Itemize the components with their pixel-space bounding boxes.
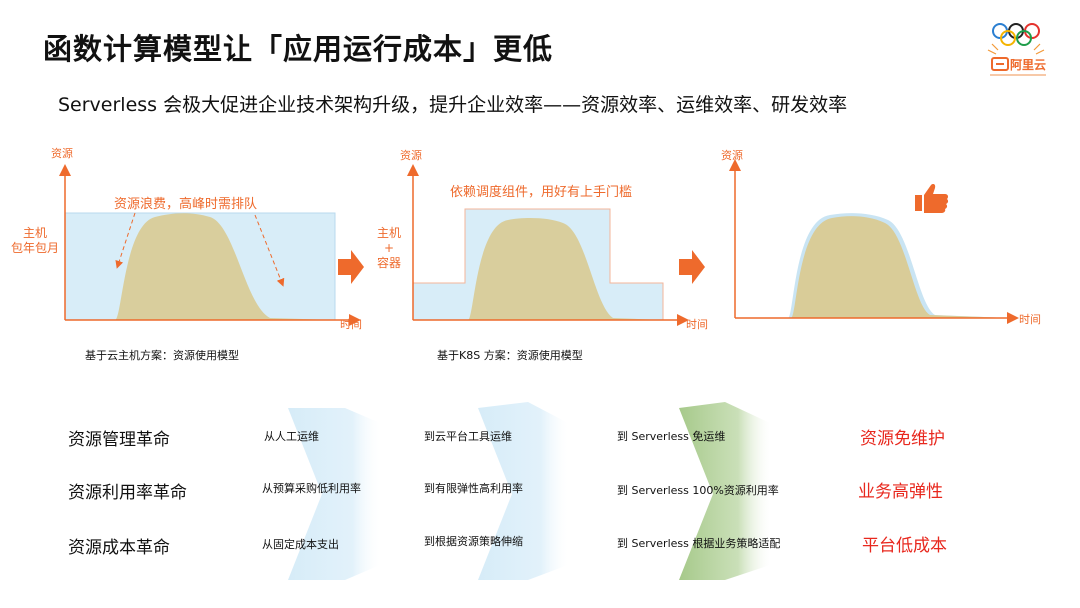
page-subtitle: Serverless 会极大促进企业技术架构升级，提升企业效率——资源效率、运维… — [58, 94, 848, 116]
revolution-label-utilization: 资源利用率革命 — [68, 483, 187, 503]
panel2-caption: 基于K8S 方案：资源使用模型 — [437, 349, 583, 362]
thumbs-up-icon — [915, 184, 949, 213]
revolution-step-3-3: 到 Serverless 根据业务策略适配 — [617, 537, 781, 550]
revolution-step-1-2: 到云平台工具运维 — [424, 430, 512, 443]
panel1-xlabel: 时间 — [340, 318, 362, 331]
panel2-usage-curve — [413, 218, 663, 320]
revolution-label-cost: 资源成本革命 — [68, 538, 170, 558]
olympic-rings-icon: 阿里云 — [987, 23, 1046, 76]
panel1-side-label: 主机 包年包月 — [4, 226, 66, 256]
revolution-result-1: 资源免维护 — [860, 429, 945, 449]
panel1-annotation-arrow-left — [115, 212, 136, 269]
panel1-side-label-text: 主机 包年包月 — [10, 226, 59, 255]
panel3-usage-curve — [738, 216, 1010, 318]
aliyun-logo: 阿里云 — [982, 18, 1060, 82]
panel3-xlabel: 时间 — [1019, 313, 1041, 326]
panel3-ylabel: 资源 — [721, 149, 743, 162]
revolution-label-management: 资源管理革命 — [68, 430, 170, 450]
revolution-step-3-2: 到根据资源策略伸缩 — [424, 535, 523, 548]
next-arrow-icon — [338, 250, 364, 284]
logo-text: 阿里云 — [1010, 57, 1046, 72]
panel2-side-label-text: 主机 + 容器 — [376, 226, 401, 270]
revolution-result-2: 业务高弹性 — [858, 482, 943, 502]
band-arrow-3 — [679, 402, 770, 580]
panel1-annotation: 资源浪费，高峰时需排队 — [114, 197, 258, 212]
panel1-chart — [59, 164, 361, 326]
panel2-chart — [407, 164, 689, 326]
panel1-annotation-arrow-right — [254, 214, 285, 287]
revolution-step-1-1: 从人工运维 — [264, 430, 319, 443]
panel1-ylabel: 资源 — [51, 147, 73, 160]
panel2-side-label: 主机 + 容器 — [366, 226, 412, 271]
next-arrow-icon-2 — [679, 250, 705, 284]
band-arrow-2 — [478, 402, 568, 580]
revolution-step-1-3: 到 Serverless 免运维 — [617, 430, 726, 443]
revolution-step-2-2: 到有限弹性高利用率 — [424, 482, 523, 495]
panel2-ylabel: 资源 — [400, 149, 422, 162]
panel1-caption: 基于云主机方案：资源使用模型 — [85, 349, 239, 362]
band-arrow-1 — [288, 408, 380, 580]
revolution-step-2-3: 到 Serverless 100%资源利用率 — [617, 484, 779, 497]
panel2-xlabel: 时间 — [686, 318, 708, 331]
panel2-annotation: 依赖调度组件，用好有上手门槛 — [450, 185, 633, 200]
revolution-result-3: 平台低成本 — [862, 536, 947, 556]
panel3-chart — [729, 159, 1019, 324]
revolution-step-2-1: 从预算采购低利用率 — [262, 482, 361, 495]
revolution-step-3-1: 从固定成本支出 — [262, 538, 339, 551]
page-title: 函数计算模型让「应用运行成本」更低 — [43, 32, 554, 66]
panel1-usage-curve — [65, 213, 335, 320]
